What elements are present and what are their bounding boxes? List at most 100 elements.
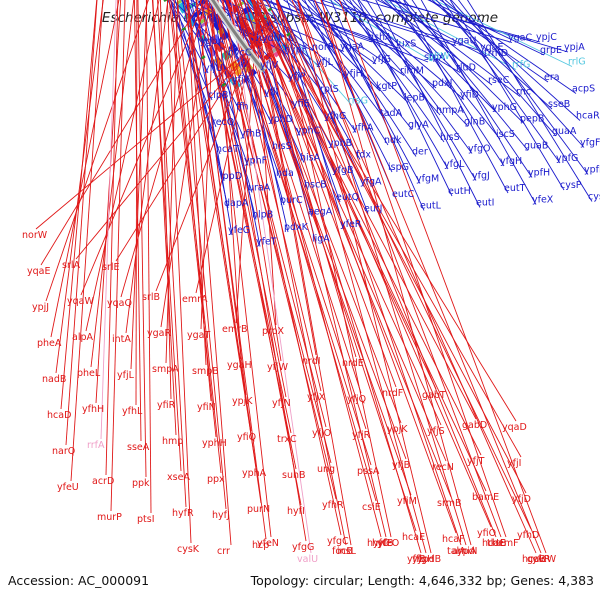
forward-gene-label: yfjK [232,75,251,86]
leader-line [256,0,517,422]
reverse-gene-label: insL [337,546,357,557]
forward-gene-label: ygbA [200,36,225,47]
reverse-gene-label: ptsI [137,514,155,525]
reverse-gene-label: yphA [242,468,267,479]
tick-dash [163,0,168,2]
leader-line [180,0,237,85]
reverse-gene-label: norW [22,230,48,241]
leader-line [243,0,417,532]
reverse-gene-label: hcaB [522,554,546,565]
leader-line [420,0,537,205]
forward-gene-label: yfhA [352,123,374,134]
forward-gene-label: yphD [268,114,293,125]
genome-stats-label: Topology: circular; Length: 4,646,332 bp… [250,573,594,588]
forward-gene-label: yfgA [360,177,382,188]
reverse-gene-label: yfjX [307,392,326,403]
leader-line [211,0,332,464]
forward-gene-label: yfiI [264,87,278,98]
forward-gene-label: uraA [248,183,271,194]
forward-gene-label: ligA [312,234,330,245]
forward-gene-label: fdx [356,150,371,161]
reverse-gene-label: ygaT [187,330,210,341]
forward-gene-label: yfgH [500,156,522,167]
forward-gene-label: gltW [428,51,450,62]
reverse-gene-label: narQ [52,446,75,457]
reverse-gene-label: suhB [282,470,306,481]
forward-gene-label: norR [312,42,335,53]
leader-line [135,0,138,406]
forward-gene-label: hcaT [216,144,239,155]
leader-line [168,0,217,438]
leader-line [90,0,135,368]
forward-gene-label: yfeG [228,225,250,236]
leader-line [351,0,469,127]
leader-line [357,0,453,197]
leader-line [336,0,461,73]
reverse-gene-label: sseA [127,442,150,453]
reverse-gene-label: yfiO [477,528,496,539]
reverse-gene-label: yfeW [532,554,557,565]
reverse-gene-label: trxC [277,434,297,445]
leader-line [165,0,179,364]
reverse-gene-label: hmp [162,436,183,447]
reverse-gene-label: tktB [487,538,506,549]
leader-line [60,0,98,410]
reverse-gene-label: yfiQ [237,432,256,443]
reverse-gene-label: yfgH [412,554,434,565]
leader-line [264,0,357,133]
leader-line [261,0,492,528]
reverse-gene-label: intA [112,334,131,345]
reverse-gene-label: hyfJ [212,510,230,521]
forward-gene-label: hycC [228,48,252,59]
forward-gene-label: glnB [464,117,485,128]
forward-gene-label: ygaA [340,42,364,53]
leader-line [320,0,472,546]
reverse-gene-label: ypdB [417,554,441,565]
reverse-gene-label: yfjD [512,494,531,505]
leader-lines-layer [35,0,593,554]
reverse-gene-label: yfiN [197,402,216,413]
reverse-gene-label: amiA [452,546,477,557]
reverse-gene-label: yqaE [27,266,50,277]
forward-gene-label: iscS [496,129,515,140]
leader-line [55,0,104,374]
leader-line [195,0,267,540]
forward-gene-label: guaB [524,141,548,152]
leader-line [227,0,322,392]
reverse-gene-label: hemF [492,538,519,549]
reverse-gene-label: ypdI [457,546,477,557]
leader-line [151,0,182,472]
leader-line [403,0,509,194]
reverse-gene-label: yfiM [397,496,417,507]
reverse-gene-label: murP [97,512,122,523]
leader-line [339,0,547,554]
leader-line [375,0,481,208]
tick-dash [221,82,227,88]
leader-line [389,0,569,53]
leader-line [177,0,227,510]
leader-line [183,0,257,468]
leader-line [233,0,362,394]
leader-line [319,0,485,53]
leader-line [95,0,122,404]
reverse-gene-label: hcaE [402,532,425,543]
reverse-gene-label: hyfR [172,508,194,519]
forward-gene-label: yfjV [260,60,279,71]
forward-gene-label: hisS [272,141,292,152]
leader-line [427,0,545,56]
leader-line [210,0,272,538]
forward-gene-label: rseC [488,75,510,86]
leader-line [170,0,221,155]
forward-gene-label: cysP [560,180,582,191]
forward-gene-label: gshA [368,32,392,43]
leader-line [230,0,312,554]
leader-line [366,0,477,181]
leader-line [433,0,573,67]
forward-gene-label: ypfH [528,168,550,179]
leader-line [304,0,393,173]
reverse-gene-label: gabT [422,390,446,401]
forward-gene-label: nlpB [252,210,273,221]
reverse-gene-label: yfgG [292,542,314,553]
forward-gene-label: ffh [236,102,249,113]
leader-line [428,0,549,83]
